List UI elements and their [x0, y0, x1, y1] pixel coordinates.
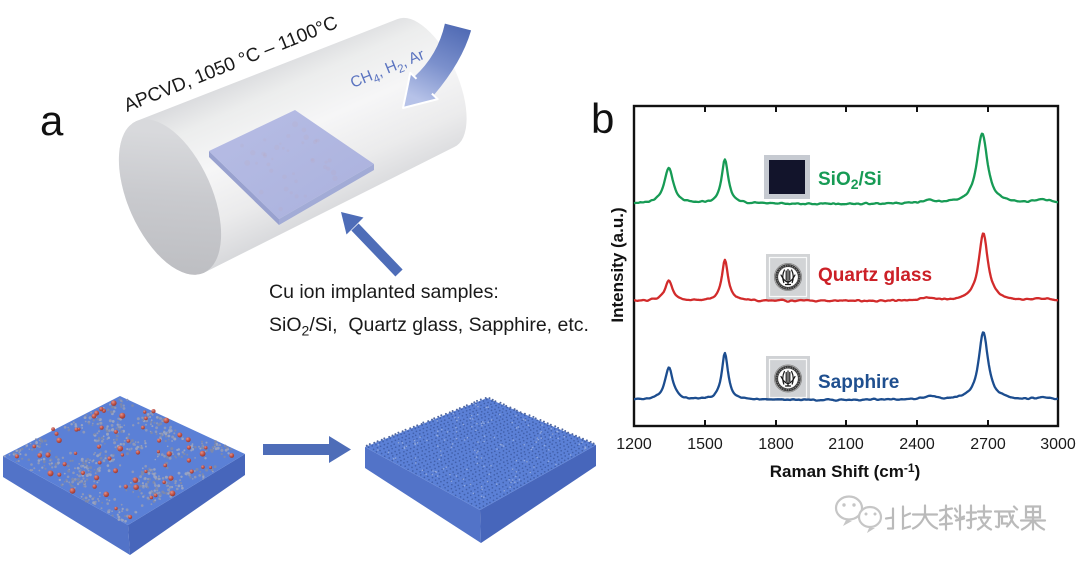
- svg-text:2700: 2700: [970, 436, 1006, 453]
- svg-text:Raman Shift (cm-1): Raman Shift (cm-1): [770, 461, 920, 481]
- svg-text:1500: 1500: [687, 436, 723, 453]
- svg-text:1800: 1800: [758, 436, 794, 453]
- svg-text:SiO2/Si: SiO2/Si: [818, 169, 882, 192]
- svg-text:Intensity (a.u.): Intensity (a.u.): [608, 207, 627, 322]
- svg-text:1200: 1200: [616, 436, 652, 453]
- svg-text:a: a: [40, 97, 64, 144]
- svg-text:3000: 3000: [1040, 436, 1076, 453]
- svg-text:SiO2/Si, Quartz glass, Sapphi: SiO2/Si, Quartz glass, Sapphire, etc.: [269, 314, 589, 339]
- svg-text:2400: 2400: [899, 436, 935, 453]
- svg-text:b: b: [591, 95, 614, 142]
- svg-text:Cu ion implanted samples:: Cu ion implanted samples:: [269, 281, 499, 303]
- svg-text:Quartz glass: Quartz glass: [818, 265, 932, 286]
- svg-text:Sapphire: Sapphire: [818, 372, 899, 393]
- svg-text:2100: 2100: [828, 436, 864, 453]
